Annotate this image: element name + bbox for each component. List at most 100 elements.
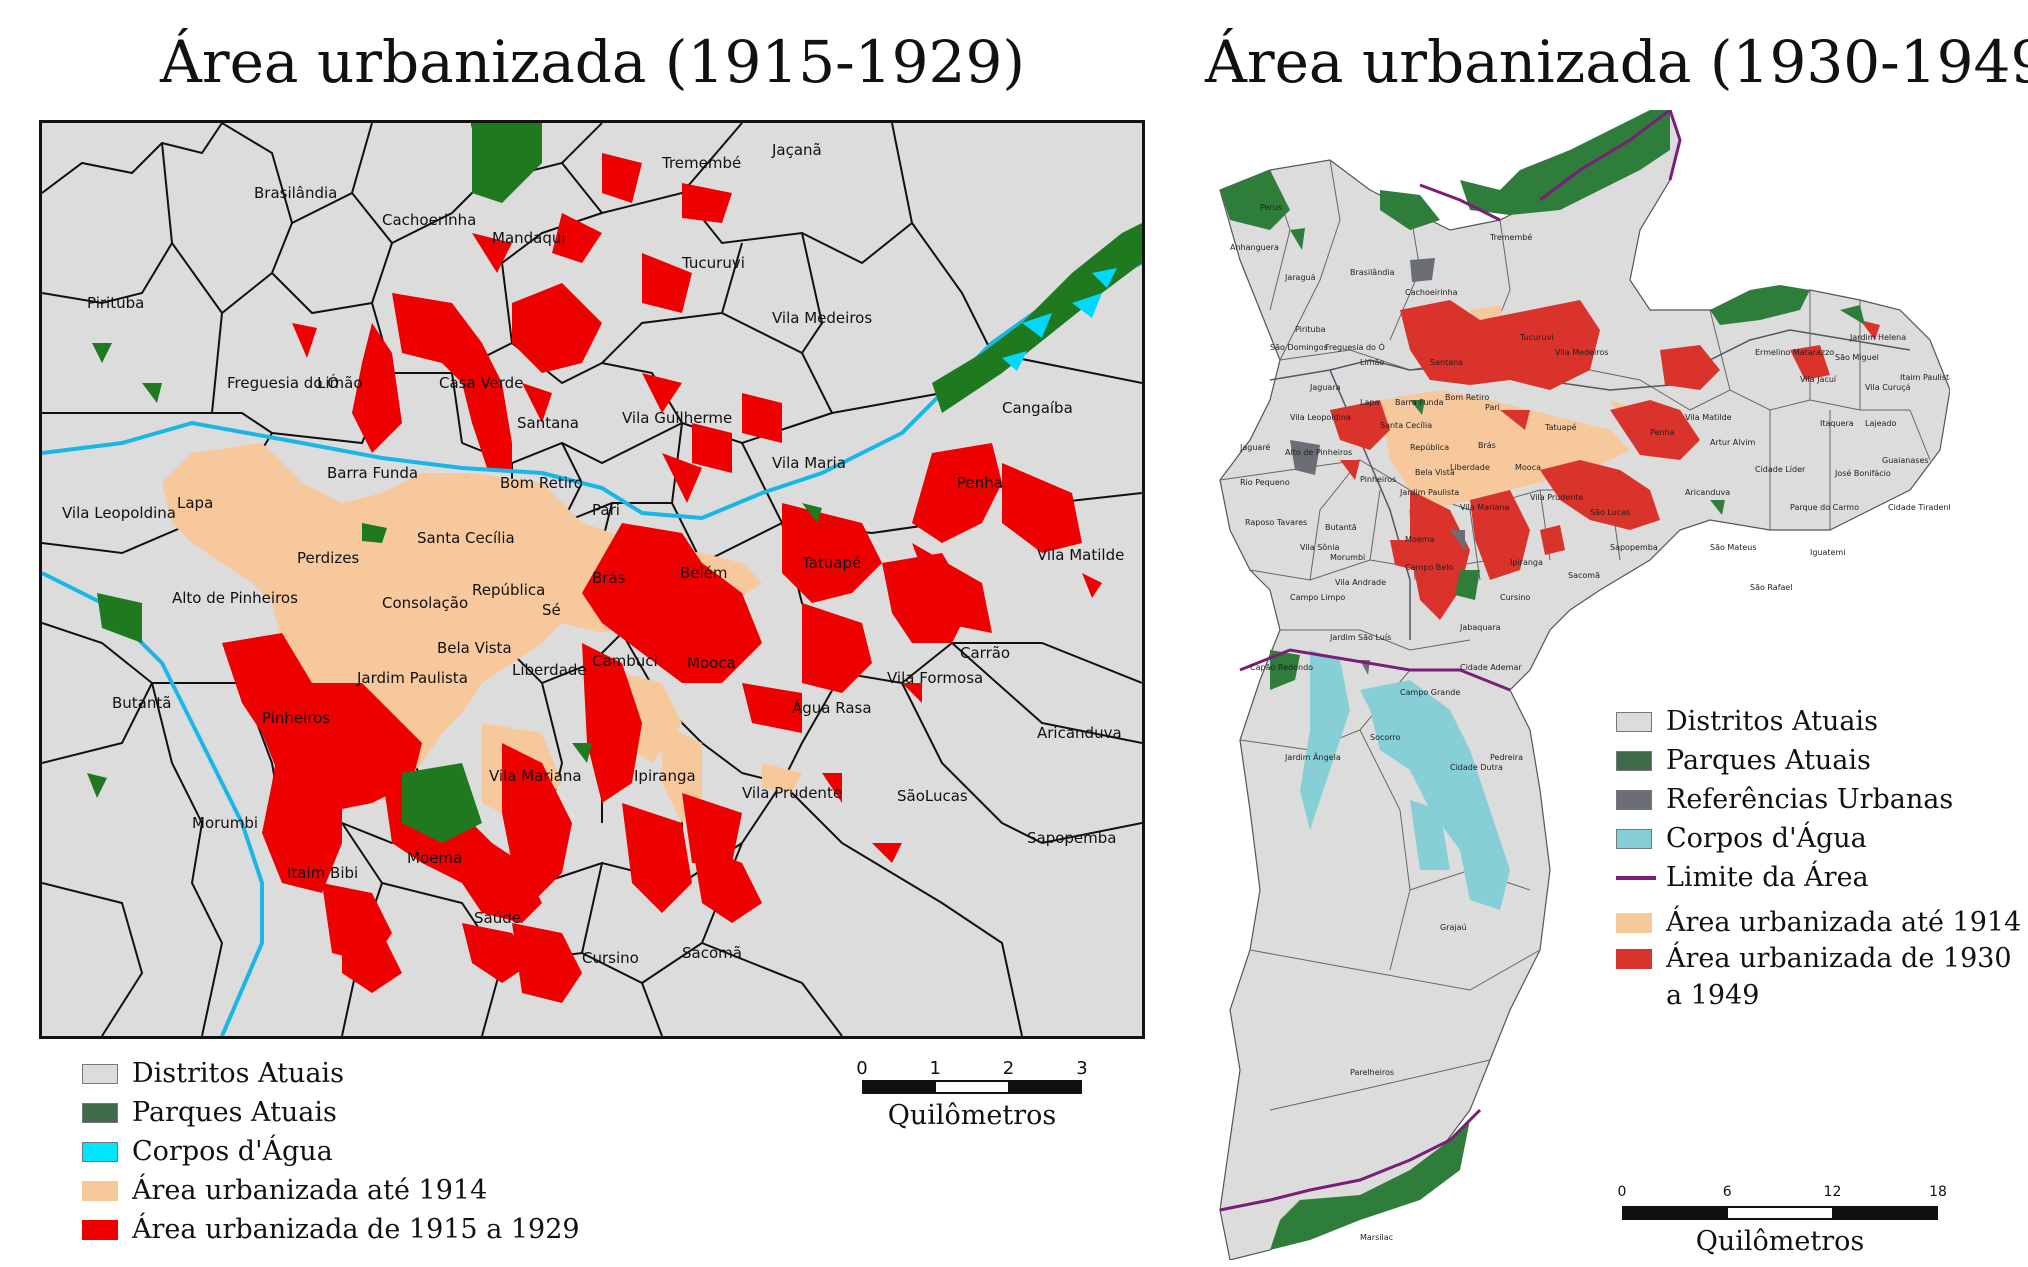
- district-label: Parelheiros: [1350, 1068, 1394, 1077]
- legend-swatch-urban-1930-1949: [1616, 948, 1652, 969]
- district-label: Vila Prudente: [742, 784, 842, 802]
- district-label: Campo Grande: [1400, 688, 1460, 697]
- scale-tick: 0: [856, 1058, 868, 1079]
- legend-label: Corpos d'Água: [132, 1136, 333, 1167]
- district-label: Jardim São Luís: [1329, 633, 1391, 642]
- district-label: Tremembé: [1489, 232, 1532, 242]
- district-label: Alto de Pinheiros: [1285, 448, 1352, 457]
- right-legend: Distritos Atuais Parques Atuais Referênc…: [1616, 702, 2021, 1015]
- legend-label: Parques Atuais: [1666, 745, 1871, 776]
- district-label: Morumbi: [1330, 553, 1365, 562]
- district-label: Cangaíba: [1002, 399, 1073, 417]
- right-map-canvas: Perus Anhanguera Tremembé Jaraguá Brasil…: [1219, 110, 1950, 1260]
- legend-swatch-urban-1914: [82, 1180, 118, 1201]
- legend-swatch-references: [1616, 789, 1652, 810]
- district-label: Campo Belo: [1405, 563, 1453, 572]
- district-label: Artur Alvim: [1710, 438, 1755, 447]
- district-label: Tucuruvi: [1519, 333, 1554, 342]
- district-label: Vila Jacuí: [1800, 375, 1837, 384]
- legend-swatch-urban-1914: [1616, 912, 1652, 933]
- district-label: Guaianases: [1882, 456, 1929, 465]
- right-map-title: Área urbanizada (1930-1949): [1205, 28, 2028, 96]
- legend-item: Referências Urbanas: [1616, 780, 2021, 819]
- left-scale-bar: 0 1 2 3 Quilômetros: [856, 1058, 1087, 1131]
- district-label: Iguatemi: [1810, 548, 1845, 557]
- district-label: Vila Medeiros: [772, 309, 872, 327]
- scale-tick: 6: [1722, 1184, 1732, 1200]
- district-label: Alto de Pinheiros: [172, 589, 298, 607]
- scale-unit: Quilômetros: [1695, 1226, 1865, 1257]
- district-label: Vila Leopoldina: [62, 504, 176, 522]
- district-label: Bom Retiro: [1445, 393, 1489, 402]
- district-label: Parque do Carmo: [1790, 503, 1859, 512]
- scale-tick: 1: [929, 1058, 941, 1079]
- district-label: Itaim Bibi: [287, 864, 358, 882]
- right-district-labels: Perus Anhanguera Tremembé Jaraguá Brasil…: [1230, 203, 1950, 1242]
- district-label: Sé: [542, 601, 561, 619]
- district-label: Jaguara: [1309, 383, 1341, 392]
- legend-swatch-water: [82, 1141, 118, 1162]
- district-label: Mooca: [1515, 463, 1541, 472]
- district-label: Jaguaré: [1239, 442, 1270, 452]
- legend-item: Corpos d'Água: [82, 1132, 580, 1171]
- district-label: Itaquera: [1820, 419, 1854, 428]
- district-label: Brasilândia: [1350, 268, 1395, 277]
- district-label: Rio Pequeno: [1240, 478, 1290, 487]
- right-map: Perus Anhanguera Tremembé Jaraguá Brasil…: [1210, 110, 1950, 1260]
- district-label: Vila Matilde: [1037, 546, 1124, 564]
- scale-ticks: 0 1 2 3: [856, 1058, 1087, 1080]
- district-label: Aricanduva: [1685, 488, 1730, 497]
- legend-label: Distritos Atuais: [132, 1058, 344, 1089]
- legend-swatch-districts: [1616, 711, 1652, 732]
- district-label: Ipiranga: [1510, 558, 1543, 567]
- district-label: Pinheiros: [1360, 475, 1396, 484]
- district-label: Sacomã: [682, 944, 742, 962]
- district-label: Santa Cecília: [417, 529, 515, 547]
- scale-tick: 0: [1617, 1184, 1627, 1200]
- district-label: Cachoeirinha: [1405, 288, 1458, 297]
- district-label: Grajaú: [1440, 923, 1467, 932]
- right-urban-references: [1290, 258, 1465, 675]
- district-label: Santa Cecília: [1380, 421, 1432, 430]
- legend-label: Área urbanizada até 1914: [1666, 907, 2022, 938]
- district-label: Itaim Paulista: [1900, 373, 1950, 382]
- right-scale-bar: 0 6 12 18 Quilômetros: [1618, 1184, 1947, 1257]
- district-label: Morumbi: [192, 814, 258, 832]
- district-label: Moema: [407, 849, 462, 867]
- district-label: Pari: [592, 501, 620, 519]
- district-label: Cidade Ademar: [1460, 663, 1522, 672]
- district-label: Jabaquara: [1459, 623, 1501, 632]
- district-label: Liberdade: [512, 661, 587, 679]
- legend-item: a 1949: [1616, 975, 2021, 1015]
- district-label: Limão: [1360, 358, 1384, 367]
- district-label: São Rafael: [1750, 583, 1793, 592]
- left-map-canvas: Tremembé Jaçanã Brasilândia Cachoerinha …: [42, 123, 1142, 1036]
- legend-swatch-parks: [82, 1102, 118, 1123]
- district-label: Freguesia do Ó: [1325, 341, 1385, 352]
- district-label: Pari: [1485, 403, 1500, 412]
- district-label: Bela Vista: [1415, 468, 1455, 477]
- district-label: Cidade Tiradentes: [1888, 503, 1950, 512]
- legend-item: Limite da Área: [1616, 858, 2021, 897]
- right-urban-1930-1949: [1330, 300, 1880, 620]
- district-label: Sacomã: [1568, 571, 1600, 580]
- district-label: Brasilândia: [254, 184, 337, 202]
- scale-bar-segments: [1622, 1206, 1938, 1220]
- district-label: Pedreira: [1490, 753, 1523, 762]
- scale-bar-segments: [862, 1080, 1082, 1094]
- district-label: Mooca: [687, 654, 736, 672]
- district-label: Cachoerinha: [382, 211, 476, 229]
- district-label: Água Rasa: [792, 698, 872, 717]
- legend-label: Área urbanizada de 1930: [1666, 943, 2012, 974]
- district-label: Vila Medeiros: [1555, 348, 1608, 357]
- district-label: Lajeado: [1865, 419, 1896, 428]
- legend-label: Distritos Atuais: [1666, 706, 1878, 737]
- legend-item: Distritos Atuais: [82, 1054, 580, 1093]
- district-label: Penha: [1650, 428, 1675, 437]
- district-label: Vila Formosa: [887, 669, 983, 687]
- district-label: Casa Verde: [439, 374, 523, 392]
- district-label: Consolação: [382, 594, 468, 612]
- legend-label: Área urbanizada até 1914: [132, 1175, 488, 1206]
- district-label: Santana: [1430, 358, 1463, 367]
- district-label: Jardim Paulista: [356, 669, 468, 687]
